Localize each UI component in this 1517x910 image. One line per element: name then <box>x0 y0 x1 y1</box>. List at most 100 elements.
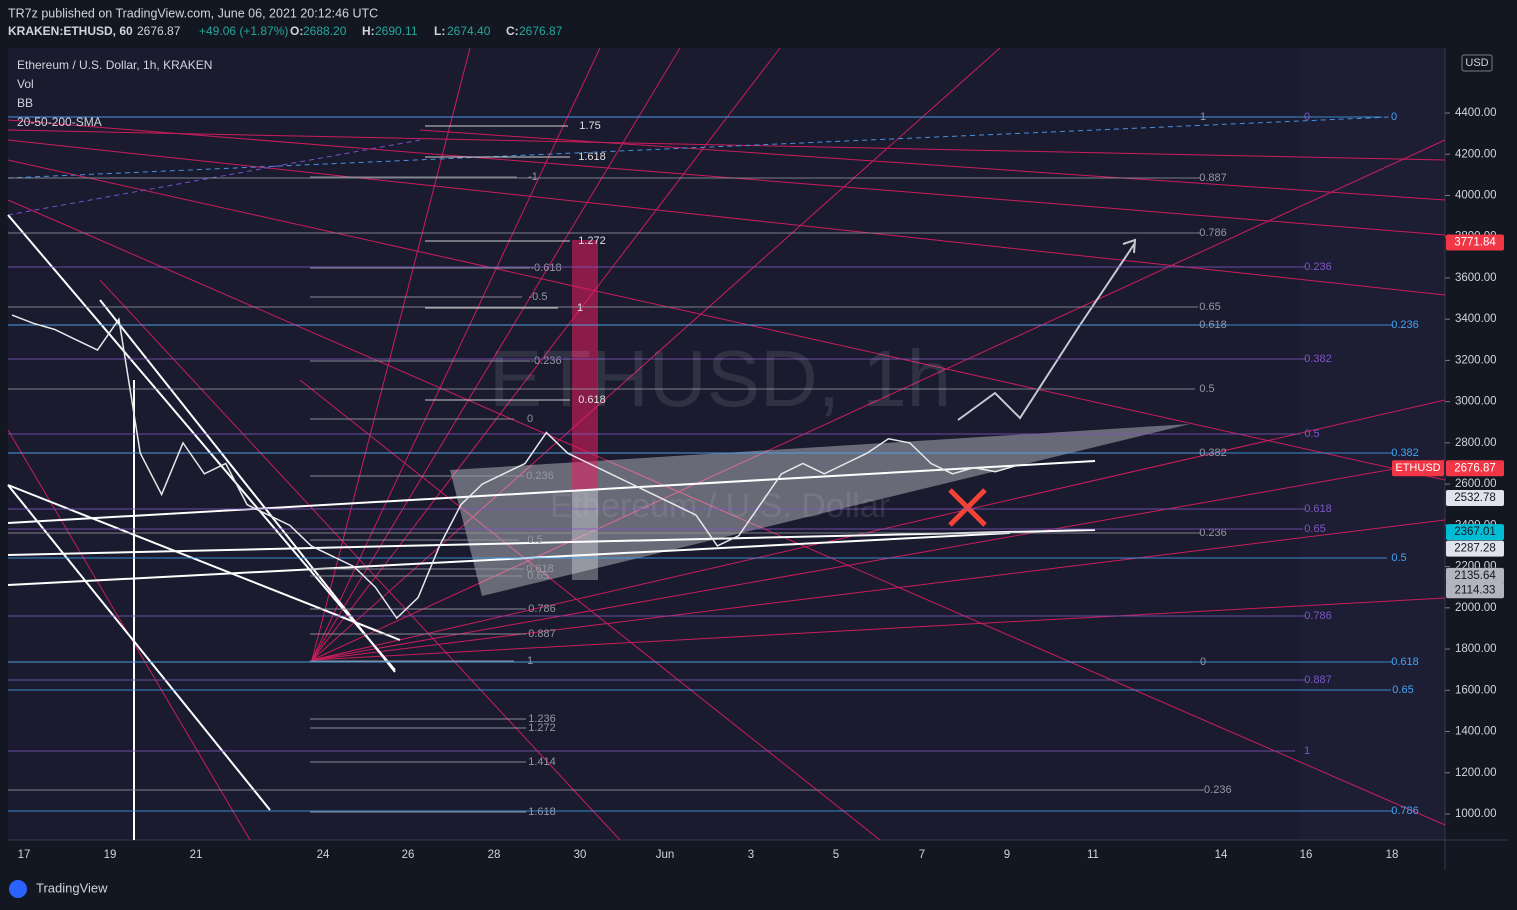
price-tick-label: 4200.00 <box>1455 148 1497 160</box>
price-tick-label: 2000.00 <box>1455 602 1497 614</box>
fib-label: 1.618 <box>528 806 556 818</box>
fib-label: 1 <box>527 655 533 667</box>
ohlc-value: 2676.87 <box>519 24 563 38</box>
footer-brand: TradingView <box>36 880 108 895</box>
fib-label: 0.65 <box>527 570 548 582</box>
fib-label: 1.75 <box>579 120 600 132</box>
fib-label: 0 <box>527 413 533 425</box>
last-price: 2676.87 <box>137 24 181 38</box>
price-badge-label: 2135.64 <box>1454 570 1496 582</box>
change: +49.06 (+1.87%) <box>199 24 288 38</box>
time-tick-label: 14 <box>1215 849 1228 861</box>
future-zone <box>1300 48 1445 840</box>
fib-label: 1.414 <box>528 756 556 768</box>
fib-label: 0.65 <box>1392 684 1413 696</box>
fib-label: -1 <box>528 171 538 183</box>
price-badge-label: 2532.78 <box>1454 492 1496 504</box>
ohlc-key: L: <box>434 24 445 38</box>
fib-label: 0.236 <box>1391 319 1419 331</box>
time-tick-label: 18 <box>1386 849 1399 861</box>
ohlc-value: 2674.40 <box>447 24 491 38</box>
time-tick-label: 21 <box>190 849 203 861</box>
time-tick-label: 26 <box>402 849 415 861</box>
fib-label: 0.887 <box>528 628 556 640</box>
price-tick-label: 3200.00 <box>1455 354 1497 366</box>
fib-label: -0.236 <box>530 355 561 367</box>
watermark-subtitle: Ethereum / U.S. Dollar <box>550 487 890 525</box>
time-tick-label: 5 <box>833 849 839 861</box>
price-tick-label: 3600.00 <box>1455 272 1497 284</box>
price-badge <box>1446 567 1504 584</box>
price-tick-label: 1200.00 <box>1455 767 1497 779</box>
fib-label: 0.786 <box>1391 805 1419 817</box>
price-badge-label: 2114.33 <box>1455 584 1496 596</box>
fib-label: 0.236 <box>526 470 554 482</box>
time-tick-label: Jun <box>656 849 675 861</box>
fib-label: 0 <box>1391 111 1397 123</box>
symbol-badge-label: ETHUSD <box>1395 462 1440 474</box>
currency-box <box>1461 54 1493 72</box>
fib-label: 0.786 <box>1199 227 1227 239</box>
fib-label: 1.236 <box>528 713 556 725</box>
fib-label: 0.382 <box>1304 353 1332 365</box>
time-tick-label: 24 <box>317 849 330 861</box>
fib-label: -0.618 <box>530 262 561 274</box>
price-tick-label: 4000.00 <box>1455 190 1497 202</box>
symbol-badge <box>1392 460 1444 477</box>
ohlc-key: H: <box>362 24 375 38</box>
time-tick-label: 30 <box>574 849 587 861</box>
ohlc-value: 2690.11 <box>375 24 418 38</box>
ohlc-key: O: <box>290 24 303 38</box>
time-tick-label: 19 <box>104 849 117 861</box>
time-tick-label: 28 <box>488 849 501 861</box>
tv-logo <box>9 880 27 898</box>
time-tick-label: 11 <box>1087 849 1099 861</box>
ohlc: O: 2688.20 H: 2690.11 L: 2674.40 C: 2676.87 <box>290 24 563 38</box>
fib-label: 0.5 <box>1199 383 1214 395</box>
price-tick-label: 1000.00 <box>1455 808 1497 820</box>
fib-label: 0.236 <box>1304 261 1332 273</box>
fib-label: 0.786 <box>1304 610 1332 622</box>
fib-label: 0.5 <box>1304 428 1319 440</box>
price-badge <box>1446 489 1504 506</box>
symbol: KRAKEN:ETHUSD, 60 <box>8 24 133 38</box>
legend-vol: Vol <box>17 77 34 91</box>
fib-label: 0.618 <box>1391 656 1419 668</box>
fib-label: 0.5 <box>527 534 542 546</box>
legend-bb: BB <box>17 96 33 110</box>
legend-sma: 20-50-200-SMA <box>17 115 102 129</box>
watermark-title: ETHUSD, 1h <box>489 334 951 423</box>
price-badge-label: 3771.84 <box>1454 237 1496 249</box>
fib-label: 1.618 <box>578 151 606 163</box>
price-badge <box>1446 460 1504 477</box>
time-tick-label: 16 <box>1300 849 1313 861</box>
fib-label: 1.272 <box>578 235 606 247</box>
fib-label: 0.5 <box>1391 552 1406 564</box>
fib-label: -0.5 <box>529 291 548 303</box>
time-tick-label: 9 <box>1004 849 1010 861</box>
legend-symbol: Ethereum / U.S. Dollar, 1h, KRAKEN <box>17 58 212 72</box>
price-badge <box>1446 524 1504 541</box>
price-line <box>11 314 1017 620</box>
published: TR7z published on TradingView.com, June … <box>8 6 378 20</box>
fib-label: 1 <box>1304 745 1310 757</box>
ohlc-value: 2688.20 <box>303 24 347 38</box>
price-tick-label: 3000.00 <box>1455 396 1497 408</box>
price-badge <box>1446 540 1504 557</box>
fib-label: 0.618 <box>578 394 606 406</box>
fib-levels: 1.75 1.618 1.272 1 0.618 -1 -0.618 -0.5 -0.236 0 0… <box>8 111 1419 818</box>
price-badge <box>1446 234 1504 251</box>
fib-label: 0.887 <box>1304 674 1332 686</box>
fib-label: 0.618 <box>1304 503 1332 515</box>
fib-label: -0.236 <box>1200 784 1231 796</box>
time-tick-label: 17 <box>18 849 31 861</box>
price-tick-label: 2600.00 <box>1455 478 1497 490</box>
fib-label: 0.236 <box>1199 527 1227 539</box>
watermark: ETHUSD, 1h Ethereum / U.S. Dollar <box>489 334 951 525</box>
chart-pane <box>8 48 1445 840</box>
price-tick-label: 4400.00 <box>1455 107 1497 119</box>
fib-label: 1.272 <box>528 722 556 734</box>
price-tick-label: 1400.00 <box>1455 726 1497 738</box>
fib-label: 0.65 <box>1199 301 1220 313</box>
